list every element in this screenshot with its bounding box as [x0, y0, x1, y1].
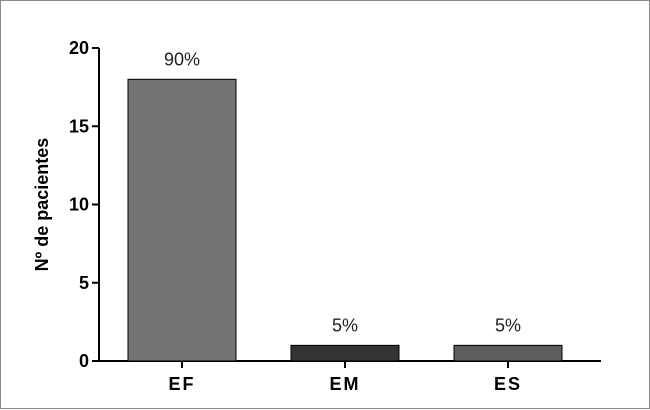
- bar-ef: [127, 78, 237, 362]
- data-label-es: 5%: [495, 315, 521, 335]
- x-tick-label-em: EM: [330, 374, 361, 394]
- y-tick-label: 10: [69, 195, 89, 215]
- bar-es: [453, 344, 563, 362]
- y-tick-label: 20: [69, 38, 89, 58]
- bar-em: [290, 344, 400, 362]
- y-tick-label: 0: [79, 351, 89, 371]
- data-label-em: 5%: [332, 315, 358, 335]
- data-label-ef: 90%: [164, 49, 200, 69]
- x-tick-label-es: ES: [494, 374, 522, 394]
- labels: EF 90% EM 5% ES 5%: [164, 49, 522, 394]
- y-tick-label: 15: [69, 116, 89, 136]
- y-axis-title: Nº de pacientes: [32, 138, 52, 272]
- y-tick-label: 5: [79, 273, 89, 293]
- bars: [127, 78, 563, 362]
- x-tick-label-ef: EF: [168, 374, 195, 394]
